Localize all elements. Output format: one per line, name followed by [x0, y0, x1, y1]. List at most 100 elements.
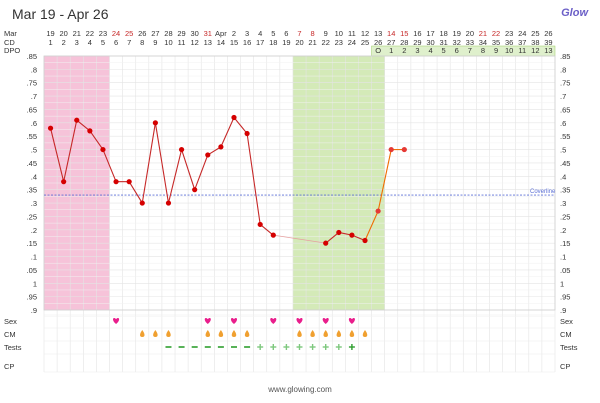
temp-point [244, 130, 250, 137]
temp-point [336, 229, 342, 236]
temp-line-segment [259, 224, 274, 236]
temp-point [74, 117, 80, 123]
y-tick-label: .35 [27, 186, 37, 195]
date-label: 31 [204, 29, 212, 38]
cm-drop-icon [349, 330, 355, 337]
row-label-dpo: DPO [4, 46, 20, 55]
y-tick-label-right: .75 [560, 79, 570, 88]
cd-label: 2 [62, 38, 66, 47]
temp-point [205, 152, 211, 158]
y-tick-label-right: .5 [560, 146, 566, 155]
cd-label: 37 [518, 38, 526, 47]
y-tick-label: .7 [31, 92, 37, 101]
y-tick-label: .85 [27, 52, 37, 61]
date-label: 4 [258, 29, 262, 38]
row-label-cd: CD [4, 38, 15, 47]
row-label-tests-right: Tests [560, 343, 578, 352]
temp-point [192, 187, 198, 193]
row-label-cm: CM [4, 330, 16, 339]
temp-point [388, 146, 394, 153]
temp-point [362, 237, 368, 244]
y-tick-label-right: .95 [560, 293, 570, 302]
date-label: 24 [112, 29, 120, 38]
cd-label: 3 [75, 38, 79, 47]
cm-drop-icon [310, 330, 315, 337]
temp-line-segment [194, 154, 209, 190]
y-tick-label: .5 [31, 146, 37, 155]
y-tick-label-right: .6 [560, 119, 566, 128]
y-tick-label-right: .15 [560, 239, 570, 248]
cm-drop-icon [362, 330, 368, 337]
date-label: 6 [284, 29, 288, 38]
date-label: 10 [335, 29, 343, 38]
temp-line-segment [246, 133, 261, 225]
dpo-label: 8 [481, 46, 485, 55]
y-tick-label: .6 [31, 119, 37, 128]
date-label: 23 [505, 29, 513, 38]
cd-label: 17 [256, 38, 264, 47]
temp-line-segment [325, 232, 340, 244]
cd-label: 35 [492, 38, 500, 47]
sex-heart-icon [296, 317, 303, 324]
sex-heart-icon [348, 317, 355, 324]
chart-title: Mar 19 - Apr 26 [12, 6, 109, 22]
y-tick-label: .2 [31, 226, 37, 235]
cd-label: 30 [426, 38, 434, 47]
date-label: 22 [492, 29, 500, 38]
cd-label: 1 [48, 38, 52, 47]
temp-point [165, 200, 172, 206]
y-tick-label-right: .55 [560, 132, 570, 141]
y-tick-label-right: .2 [560, 226, 566, 235]
dpo-label: 4 [428, 46, 432, 55]
temp-point [401, 146, 407, 153]
dpo-label: 6 [455, 46, 459, 55]
cd-label: 9 [153, 38, 157, 47]
y-tick-label: 1 [33, 279, 37, 288]
date-label: 2 [232, 29, 236, 38]
date-label: 21 [73, 29, 81, 38]
temp-point [47, 125, 54, 131]
temp-point [87, 128, 93, 134]
cd-label: 5 [101, 38, 105, 47]
sex-heart-icon [270, 317, 277, 324]
date-label: 25 [125, 29, 133, 38]
temp-point [270, 232, 276, 238]
temp-line-segment [102, 149, 117, 182]
temp-line-segment [181, 149, 196, 190]
dpo-label: 7 [468, 46, 472, 55]
date-label: 14 [387, 29, 395, 38]
temp-line-segment [63, 120, 78, 182]
date-label: 26 [544, 29, 552, 38]
y-tick-label-right: .25 [560, 212, 570, 221]
date-label: 26 [138, 29, 146, 38]
cm-drop-icon [336, 330, 342, 337]
temp-point [61, 179, 67, 185]
y-tick-label: .9 [31, 306, 37, 315]
y-tick-label: .65 [27, 105, 37, 114]
coverline-label: Coverline [530, 189, 556, 195]
y-tick-label-right: .8 [560, 65, 566, 74]
dpo-label: O [375, 46, 381, 55]
dpo-label: 11 [518, 46, 526, 55]
cd-label: 19 [282, 38, 290, 47]
temp-point [152, 120, 158, 126]
cd-label: 14 [217, 38, 225, 47]
temp-line-segment [89, 130, 104, 150]
y-tick-label: .25 [27, 212, 37, 221]
cm-drop-icon [218, 330, 224, 337]
cd-label: 26 [374, 38, 382, 47]
date-label: 11 [348, 29, 356, 38]
row-label-sex-right: Sex [560, 317, 573, 326]
y-tick-label-right: .85 [560, 52, 570, 61]
y-tick-label: .3 [31, 199, 37, 208]
y-tick-label: .05 [27, 266, 37, 275]
temp-line-segment [233, 117, 248, 134]
y-tick-label-right: .9 [560, 306, 566, 315]
cd-label: 25 [361, 38, 369, 47]
temp-line-segment [154, 122, 170, 204]
cd-label: 10 [164, 38, 172, 47]
dpo-label: 9 [494, 46, 498, 55]
sex-heart-icon [322, 317, 329, 324]
cd-label: 24 [348, 38, 356, 47]
